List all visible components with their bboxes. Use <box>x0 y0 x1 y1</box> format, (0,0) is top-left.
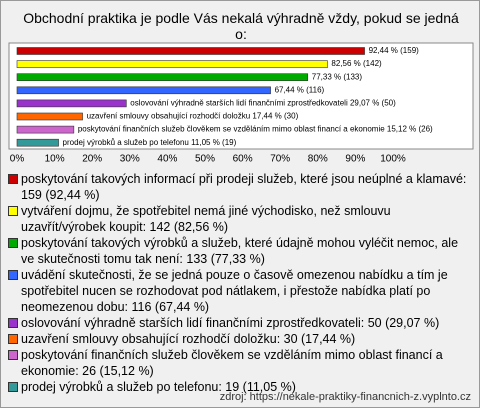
x-tick-label: 60% <box>233 154 253 165</box>
legend-entry: uvádění skutečnosti, že se jedná pouze o… <box>7 267 473 315</box>
legend-swatch <box>8 350 18 360</box>
legend: poskytování takových informací při prode… <box>7 171 473 395</box>
legend-swatch <box>8 334 18 344</box>
x-tick-label: 30% <box>120 154 140 165</box>
data-label: poskytování finančních služeb člověkem s… <box>78 125 433 134</box>
legend-entry: uzavření smlouvy obsahující rozhodčí dol… <box>7 331 473 347</box>
x-tick-label: 10% <box>45 154 65 165</box>
legend-entry: vytváření dojmu, že spotřebitel nemá jin… <box>7 203 473 235</box>
bars: 92,44 % (159) 82,56 % (142) 77,33 % (133) 6… <box>16 46 433 147</box>
bar <box>16 86 271 95</box>
x-tick-label: 70% <box>270 154 290 165</box>
legend-swatch <box>8 318 18 328</box>
legend-entry: poskytování takových informací při prode… <box>7 171 473 203</box>
data-label: oslovování výhradně starších lidí finanč… <box>130 99 396 108</box>
data-label: 67,44 % (116) <box>275 85 325 94</box>
bar <box>16 99 127 108</box>
x-tick-label: 20% <box>82 154 102 165</box>
legend-text: oslovování výhradně starších lidí finanč… <box>21 316 440 330</box>
x-tick-label: 50% <box>195 154 215 165</box>
bar <box>16 60 328 68</box>
bar <box>16 125 75 134</box>
x-tick-label: 90% <box>345 154 365 165</box>
data-label: 92,44 % (159) <box>369 46 420 55</box>
legend-entry: oslovování výhradně starších lidí finanč… <box>7 315 473 331</box>
legend-swatch <box>8 174 18 184</box>
data-label: prodej výrobků a služeb po telefonu 11,0… <box>63 138 237 147</box>
legend-text: poskytování takových výrobků a služeb, k… <box>21 236 459 266</box>
x-tick-label: 0% <box>10 154 25 165</box>
legend-swatch <box>8 206 18 216</box>
x-tick-label: 100% <box>380 154 406 165</box>
bar <box>16 112 83 121</box>
legend-swatch <box>8 238 18 248</box>
chart-title: Obchodní praktika je podle Vás nekalá vý… <box>23 10 459 42</box>
legend-text: prodej výrobků a služeb po telefonu: 19 … <box>21 380 296 394</box>
legend-text: poskytování finančních služeb člověkem s… <box>21 348 443 378</box>
legend-entry: poskytování finančních služeb člověkem s… <box>7 347 473 379</box>
legend-entry: prodej výrobků a služeb po telefonu: 19 … <box>7 379 473 395</box>
data-label: uzavření smlouvy obsahující rozhodčí dol… <box>87 112 299 121</box>
data-label: 82,56 % (142) <box>331 59 382 68</box>
legend-text: poskytování takových informací při prode… <box>21 172 467 202</box>
bar <box>16 47 365 55</box>
legend-text: uvádění skutečnosti, že se jedná pouze o… <box>21 268 448 314</box>
legend-text: vytváření dojmu, že spotřebitel nemá jin… <box>21 204 391 234</box>
x-tick-label: 80% <box>308 154 328 165</box>
data-label: 77,33 % (133) <box>312 72 363 81</box>
legend-swatch <box>8 382 18 392</box>
bar <box>16 138 59 147</box>
source: zdroj: https://nekale-praktiky-financnic… <box>219 391 471 403</box>
legend-text: uzavření smlouvy obsahující rozhodčí dol… <box>21 332 356 346</box>
x-tick-label: 40% <box>157 154 177 165</box>
bar <box>16 73 309 81</box>
legend-entry: poskytování takových výrobků a služeb, k… <box>7 235 473 267</box>
legend-swatch <box>8 270 18 280</box>
chart: 92,44 % (159) 82,56 % (142) 77,33 % (133) 6… <box>8 42 474 165</box>
